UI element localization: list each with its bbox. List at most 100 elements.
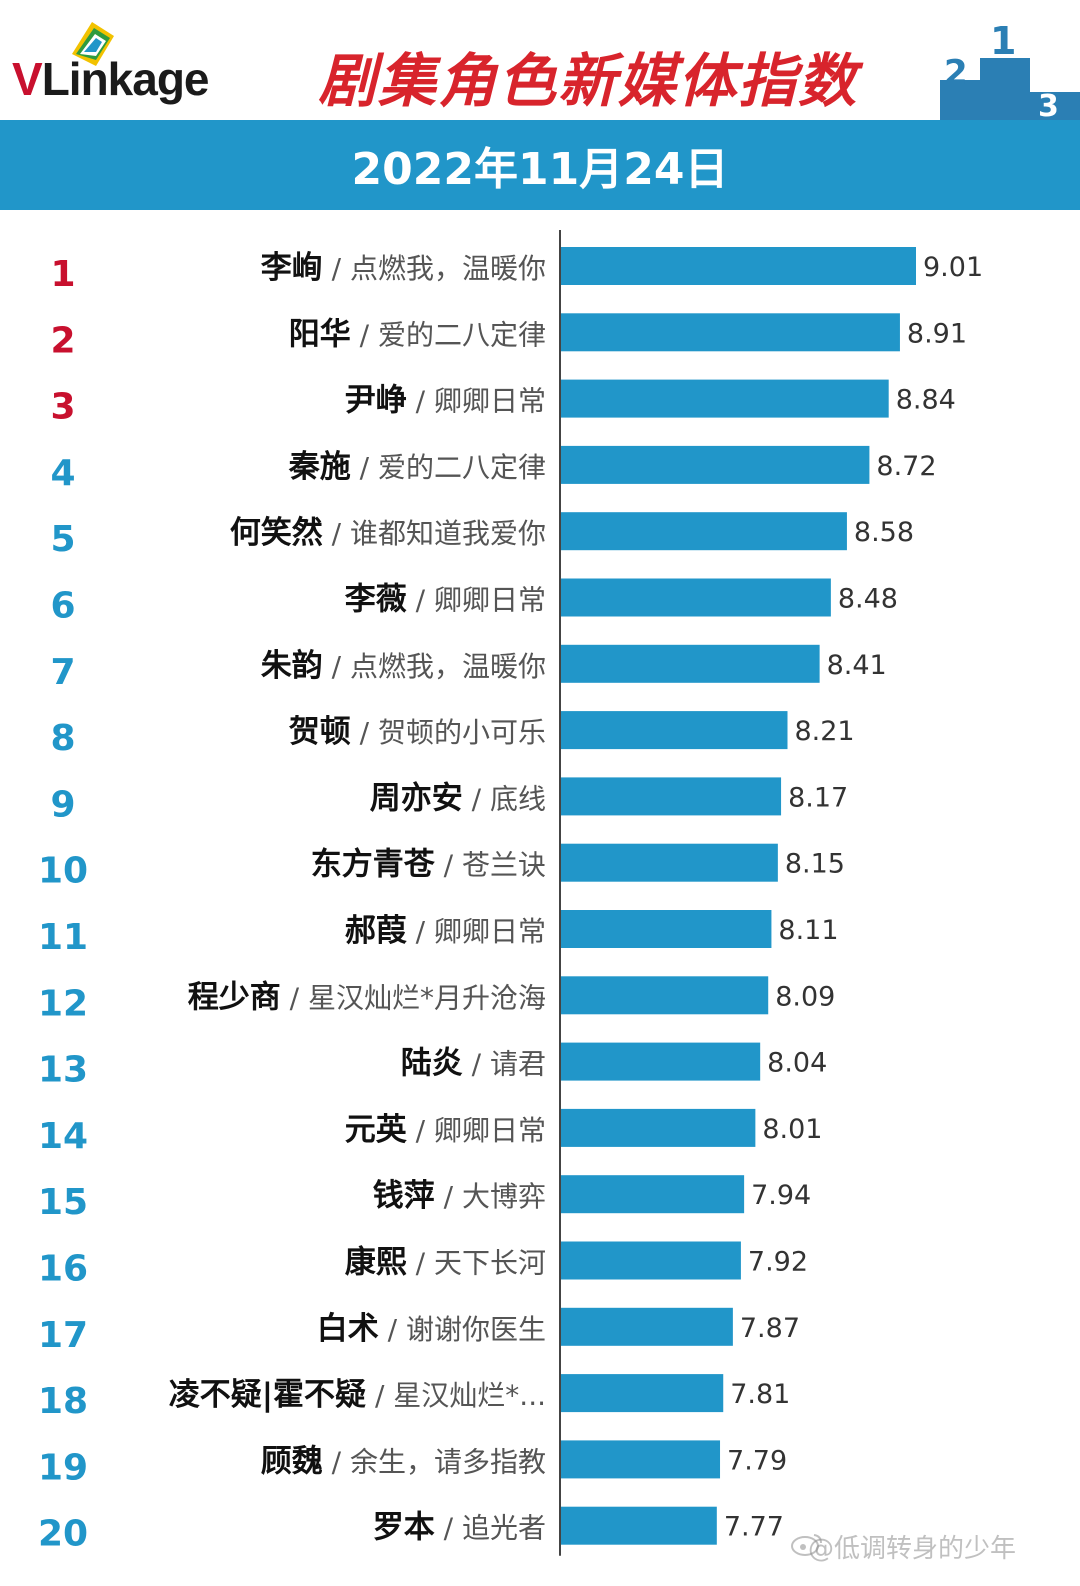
logo-v: V xyxy=(12,53,43,105)
row-label: 东方青苍 / 苍兰诀 xyxy=(311,847,546,883)
row-label: 康熙 / 天下长河 xyxy=(345,1245,546,1281)
row-label: 李薇 / 卿卿日常 xyxy=(345,582,546,618)
logo-rest: Linkage xyxy=(41,53,210,105)
row-label: 罗本 / 追光者 xyxy=(373,1510,546,1546)
bar xyxy=(561,1108,756,1147)
bar xyxy=(561,578,831,617)
character-name: 钱萍 xyxy=(373,1178,435,1214)
bar xyxy=(561,379,889,418)
character-name: 秦施 xyxy=(288,449,351,485)
character-name: 陆炎 xyxy=(401,1046,463,1082)
drama-name: / 请君 xyxy=(463,1048,546,1081)
character-name: 东方青苍 xyxy=(311,847,436,883)
vlinkage-logo: VLinkage xyxy=(12,52,210,106)
rank-label: 13 xyxy=(38,1050,88,1091)
value-label: 8.04 xyxy=(767,1048,827,1079)
drama-name: / 爱的二八定律 xyxy=(351,451,546,484)
value-label: 8.15 xyxy=(785,849,845,880)
rank-label: 18 xyxy=(38,1381,88,1422)
drama-name: / 天下长河 xyxy=(407,1247,546,1280)
character-name: 朱韵 xyxy=(261,648,323,684)
weibo-icon xyxy=(791,1534,822,1556)
rank-label: 19 xyxy=(38,1447,88,1488)
rank-label: 20 xyxy=(38,1514,88,1555)
value-label: 8.91 xyxy=(907,318,967,349)
bar xyxy=(561,247,916,285)
rank-label: 1 xyxy=(50,254,75,295)
row-label: 李峋 / 点燃我，温暖你 xyxy=(261,250,546,286)
character-name: 白术 xyxy=(317,1311,379,1347)
bar xyxy=(561,1374,724,1413)
row-label: 凌不疑|霍不疑 / 星汉灿烂*... xyxy=(169,1377,546,1413)
value-label: 7.79 xyxy=(727,1445,787,1476)
drama-name: / 贺顿的小可乐 xyxy=(351,716,546,749)
svg-text:1: 1 xyxy=(990,19,1016,63)
drama-name: / 点燃我，温暖你 xyxy=(323,252,546,285)
rank-label: 16 xyxy=(38,1249,88,1290)
drama-name: / 卿卿日常 xyxy=(407,385,546,418)
value-label: 8.11 xyxy=(778,915,838,946)
bar xyxy=(561,843,778,882)
value-label: 7.94 xyxy=(751,1180,811,1211)
character-name: 尹峥 xyxy=(345,383,407,419)
drama-name: / 底线 xyxy=(463,782,546,815)
rank-label: 4 xyxy=(50,453,75,494)
rank-label: 11 xyxy=(38,917,88,958)
character-name: 阳华 xyxy=(289,316,351,352)
rank-label: 14 xyxy=(38,1116,88,1157)
bar xyxy=(561,777,782,816)
drama-name: / 谢谢你医生 xyxy=(379,1313,546,1346)
date-band: 2022年11月24日 xyxy=(0,120,1080,210)
character-name: 顾魏 xyxy=(261,1443,323,1479)
row-label: 陆炎 / 请君 xyxy=(401,1046,546,1082)
rank-label: 8 xyxy=(50,718,75,759)
watermark: @低调转身的少年 xyxy=(808,1534,1017,1564)
row-label: 阳华 / 爱的二八定律 xyxy=(289,316,546,352)
character-name: 康熙 xyxy=(345,1245,407,1281)
value-label: 7.81 xyxy=(730,1379,790,1410)
bar xyxy=(561,1175,745,1214)
rank-label: 17 xyxy=(38,1315,88,1356)
value-label: 8.17 xyxy=(788,782,848,813)
drama-name: / 爱的二八定律 xyxy=(351,318,546,351)
value-label: 7.92 xyxy=(748,1247,808,1278)
rank-label: 15 xyxy=(38,1182,88,1223)
value-label: 8.21 xyxy=(794,716,854,747)
value-label: 7.77 xyxy=(724,1512,784,1543)
character-name: 罗本 xyxy=(373,1510,435,1546)
row-label: 程少商 / 星汉灿烂*月升沧海 xyxy=(188,979,546,1015)
drama-name: / 星汉灿烂*... xyxy=(366,1379,546,1412)
bar xyxy=(561,1241,741,1280)
svg-text:2: 2 xyxy=(944,53,968,93)
svg-text:3: 3 xyxy=(1038,89,1059,120)
drama-name: / 星汉灿烂*月升沧海 xyxy=(281,981,546,1014)
row-label: 白术 / 谢谢你医生 xyxy=(317,1311,546,1347)
drama-name: / 苍兰诀 xyxy=(435,849,546,882)
value-label: 8.01 xyxy=(762,1114,822,1145)
logo-mark-icon xyxy=(72,22,114,66)
bar xyxy=(561,1506,717,1545)
value-label: 7.87 xyxy=(740,1313,800,1344)
value-label: 8.72 xyxy=(876,451,936,482)
bar xyxy=(561,313,900,352)
bar xyxy=(561,1042,761,1081)
rank-label: 5 xyxy=(50,519,75,560)
drama-name: / 大博弈 xyxy=(435,1180,546,1213)
character-name: 程少商 xyxy=(188,979,281,1015)
drama-name: / 卿卿日常 xyxy=(407,584,546,617)
row-label: 元英 / 卿卿日常 xyxy=(345,1112,546,1148)
rank-label: 9 xyxy=(50,784,75,825)
drama-name: / 追光者 xyxy=(435,1512,546,1545)
drama-name: / 点燃我，温暖你 xyxy=(323,650,546,683)
bar xyxy=(561,1307,733,1346)
value-label: 8.84 xyxy=(896,385,956,416)
row-label: 周亦安 / 底线 xyxy=(370,780,546,816)
value-label: 8.58 xyxy=(854,517,914,548)
row-label: 何笑然 / 谁都知道我爱你 xyxy=(230,515,546,551)
rank-label: 7 xyxy=(50,652,75,693)
row-label: 尹峥 / 卿卿日常 xyxy=(345,383,546,419)
bar xyxy=(561,512,847,551)
row-label: 郝葭 / 卿卿日常 xyxy=(345,913,546,949)
value-label: 9.01 xyxy=(923,252,983,283)
